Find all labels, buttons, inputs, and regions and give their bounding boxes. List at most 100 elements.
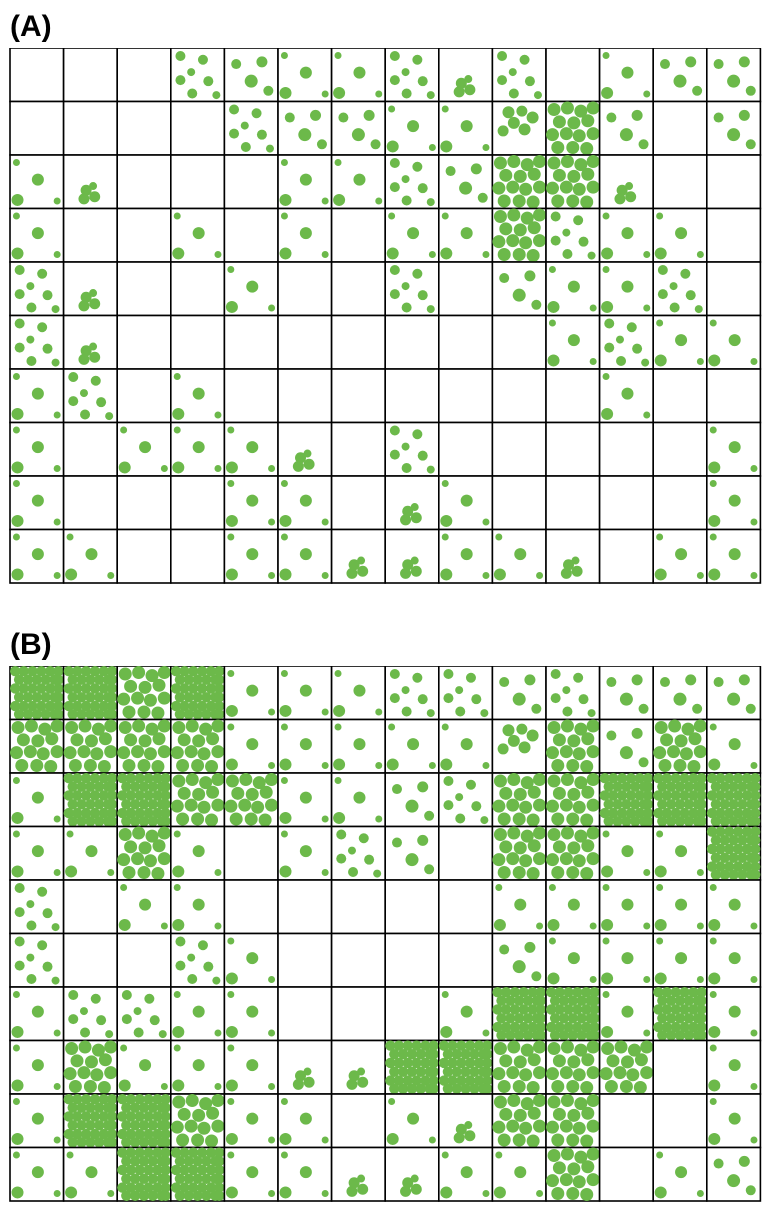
green-dot (428, 762, 436, 770)
green-dot (303, 1067, 312, 1076)
green-dot (348, 1070, 360, 1082)
green-dot (750, 843, 761, 855)
grid-cell (170, 666, 226, 721)
green-dot (172, 1025, 185, 1038)
green-dot (85, 692, 96, 703)
green-dot (31, 387, 44, 400)
green-dot (53, 692, 64, 703)
green-dot (10, 666, 21, 677)
green-dot (603, 799, 614, 810)
green-dot (708, 514, 721, 527)
grid-cell (705, 207, 762, 263)
grid-cell (598, 879, 654, 935)
green-dot (172, 1095, 186, 1109)
green-dot (471, 694, 482, 705)
green-dot (516, 723, 528, 735)
green-dot (321, 572, 329, 580)
green-dot (580, 1081, 594, 1094)
green-dot (706, 861, 718, 872)
grid-cell (9, 666, 65, 721)
grid-cell (437, 100, 494, 156)
green-dot (53, 1083, 61, 1091)
green-dot (527, 1004, 538, 1015)
grid-cell (384, 261, 440, 317)
green-dot (621, 952, 634, 965)
green-dot (508, 88, 519, 99)
green-dot (79, 389, 88, 398)
grid-cell (705, 314, 762, 370)
green-dot (106, 692, 118, 703)
grid-cell (598, 825, 654, 881)
green-dot (581, 1106, 595, 1120)
green-dot (268, 1083, 276, 1091)
green-dot (160, 1120, 171, 1131)
green-dot (562, 248, 573, 259)
green-dot (567, 841, 581, 855)
green-dot (560, 773, 574, 786)
green-dot (145, 722, 159, 736)
green-dot (197, 800, 211, 814)
green-dot (42, 961, 53, 972)
green-dot (214, 1182, 225, 1193)
green-dot (410, 1174, 419, 1183)
green-dot (183, 1190, 194, 1201)
green-dot (471, 801, 482, 812)
green-dot (26, 355, 37, 366)
green-dot (602, 372, 610, 380)
green-dot (527, 785, 541, 799)
green-dot (460, 120, 473, 133)
green-dot (160, 790, 171, 801)
green-dot (412, 161, 423, 172)
green-dot (512, 194, 526, 208)
green-dot (741, 861, 753, 872)
green-dot (412, 268, 423, 279)
green-dot (244, 74, 258, 88)
green-dot (601, 300, 614, 313)
green-dot (519, 54, 530, 65)
green-dot (299, 66, 312, 79)
green-dot (685, 290, 696, 301)
green-dot (173, 830, 181, 838)
green-dot (72, 666, 83, 677)
green-dot (560, 826, 574, 840)
grid-cell (116, 666, 172, 721)
green-dot (509, 987, 521, 998)
green-dot (94, 1102, 105, 1113)
green-dot (299, 845, 312, 858)
green-dot (357, 556, 366, 565)
green-dot (581, 1160, 595, 1174)
green-dot (692, 703, 703, 714)
green-dot (333, 811, 346, 824)
green-dot (67, 674, 78, 685)
green-dot (619, 692, 633, 706)
green-dot (121, 1137, 132, 1148)
green-dot (375, 90, 383, 98)
grid-cell-border (384, 368, 440, 424)
green-dot (299, 684, 312, 697)
green-dot (80, 291, 92, 303)
green-dot (643, 90, 651, 98)
green-dot (685, 674, 697, 686)
green-dot (426, 198, 435, 207)
green-dot (117, 1094, 128, 1105)
grid-cell (437, 314, 494, 370)
green-dot (26, 282, 35, 291)
green-dot (438, 1040, 450, 1051)
green-dot (674, 799, 686, 810)
green-dot (386, 247, 399, 260)
grid-cell-border (652, 154, 708, 210)
green-dot (514, 1013, 525, 1024)
green-dot (656, 830, 664, 838)
green-dot (214, 1083, 222, 1091)
grid-cell (330, 48, 387, 103)
green-dot (574, 1150, 588, 1164)
green-dot (654, 972, 667, 985)
green-dot (13, 692, 25, 703)
green-dot (22, 709, 34, 720)
green-dot (621, 845, 634, 858)
green-dot (626, 1068, 640, 1082)
green-dot (602, 937, 610, 945)
green-dot (547, 300, 560, 313)
green-dot (516, 105, 528, 117)
green-dot (661, 987, 673, 998)
